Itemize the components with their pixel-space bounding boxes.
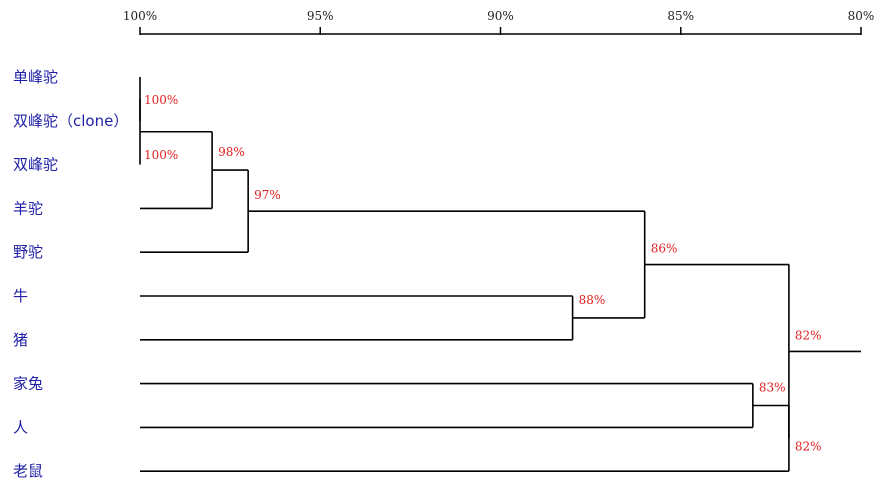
axis-tick-label: 80% <box>848 9 875 23</box>
axis-tick-label: 90% <box>487 9 514 23</box>
leaf-label: 羊驼 <box>13 199 43 217</box>
axis-tick-label: 85% <box>667 9 694 23</box>
similarity-label: 82% <box>795 328 822 342</box>
axis-tick-label: 100% <box>123 9 157 23</box>
leaf-label: 人 <box>13 418 28 436</box>
similarity-label: 100% <box>144 93 178 107</box>
leaf-label: 家兔 <box>13 375 43 393</box>
similarity-label: 98% <box>218 145 245 159</box>
leaf-label: 双峰驼 <box>13 156 58 174</box>
similarity-label: 88% <box>579 293 606 307</box>
similarity-label: 86% <box>651 242 678 256</box>
similarity-label: 82% <box>795 439 822 453</box>
leaf-label: 双峰驼（clone） <box>13 112 128 130</box>
leaf-label: 牛 <box>13 287 28 305</box>
leaf-label: 猪 <box>13 331 28 349</box>
leaf-label: 老鼠 <box>13 462 43 480</box>
similarity-label: 100% <box>144 148 178 162</box>
leaf-label: 野驼 <box>13 243 43 261</box>
leaf-label: 单峰驼 <box>13 68 58 86</box>
axis-tick-label: 95% <box>307 9 334 23</box>
similarity-label: 97% <box>254 188 281 202</box>
similarity-label: 83% <box>759 381 786 395</box>
